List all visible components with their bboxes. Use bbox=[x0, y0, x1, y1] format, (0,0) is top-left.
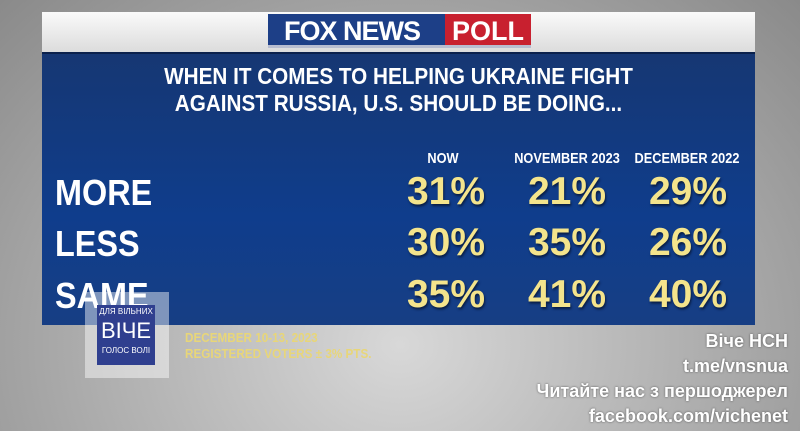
cell-value: 29% bbox=[648, 170, 728, 213]
poll-label: POLL bbox=[445, 14, 531, 48]
watermark-logo-top: ДЛЯ ВІЛЬНИХ bbox=[99, 307, 153, 316]
watermark-logo-bottom: ГОЛОС ВОЛІ bbox=[101, 346, 151, 355]
cell-value: 26% bbox=[648, 221, 728, 264]
watermark-line: Читайте нас з першоджерел bbox=[536, 381, 788, 401]
row-label-more: MORE bbox=[55, 172, 153, 213]
poll-panel bbox=[42, 52, 755, 325]
cell-value: 41% bbox=[527, 273, 607, 316]
watermark-logo-box: ДЛЯ ВІЛЬНИХ ВІЧЕ ГОЛОС ВОЛІ bbox=[97, 305, 155, 365]
row-label-less: LESS bbox=[55, 223, 140, 264]
cell-value: 35% bbox=[406, 273, 486, 316]
column-header-nov-2023: NOVEMBER 2023 bbox=[514, 150, 620, 167]
watermark-logo-main: ВІЧЕ bbox=[100, 318, 152, 343]
cell-value: 30% bbox=[406, 221, 486, 264]
poll-title-line-2: AGAINST RUSSIA, U.S. SHOULD BE DOING... bbox=[174, 90, 623, 116]
column-header-dec-2022: DECEMBER 2022 bbox=[634, 150, 740, 167]
watermark-line: t.me/vnsnua bbox=[682, 356, 788, 376]
poll-sample: REGISTERED VOTERS ± 3% PTS. bbox=[185, 346, 372, 361]
poll-title-line-1: WHEN IT COMES TO HELPING UKRAINE FIGHT bbox=[164, 63, 633, 89]
cell-value: 35% bbox=[527, 221, 607, 264]
fox-news-logo: FOX NEWS bbox=[268, 14, 445, 48]
cell-value: 31% bbox=[406, 170, 486, 213]
watermark-line: Віче НСН bbox=[705, 331, 788, 351]
column-header-now: NOW bbox=[427, 150, 459, 167]
cell-value: 40% bbox=[648, 273, 728, 316]
poll-dates: DECEMBER 10-13, 2023 bbox=[185, 330, 318, 345]
cell-value: 21% bbox=[527, 170, 607, 213]
watermark-line: facebook.com/vichenet bbox=[588, 406, 788, 426]
